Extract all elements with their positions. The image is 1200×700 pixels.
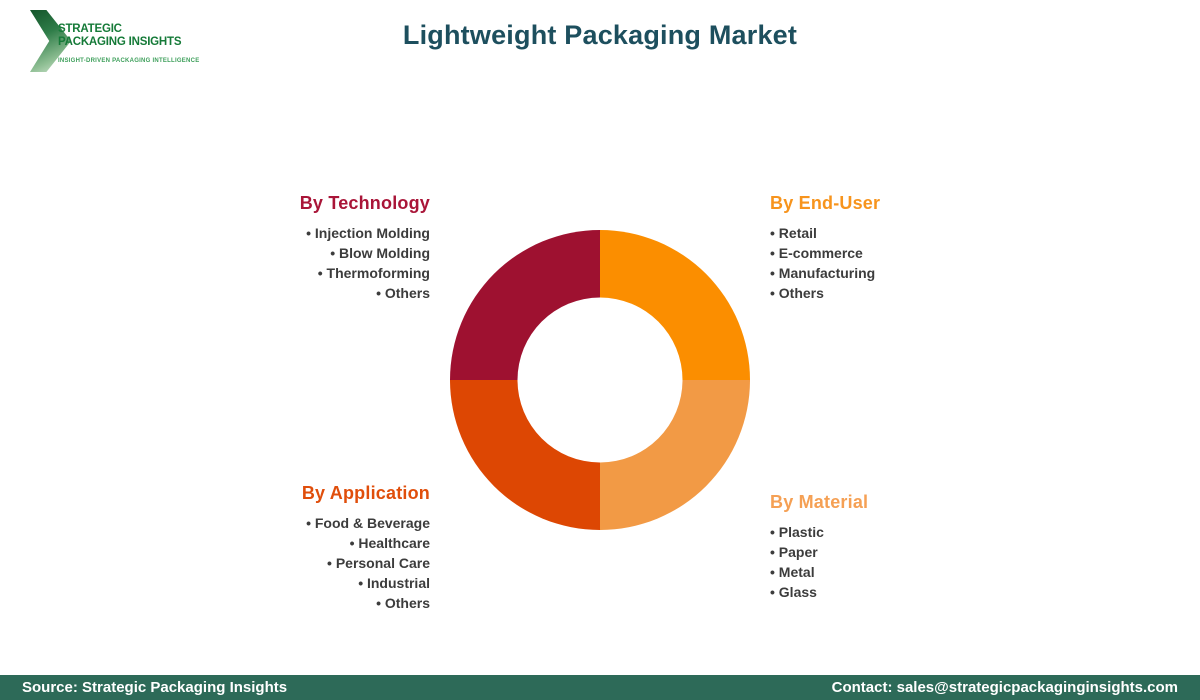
logo-tagline: INSIGHT-DRIVEN PACKAGING INTELLIGENCE bbox=[58, 58, 200, 64]
logo-line-1: STRATEGIC bbox=[58, 23, 122, 35]
section-by-material: By Material PlasticPaperMetalGlass bbox=[770, 492, 990, 602]
section-heading: By Technology bbox=[299, 193, 430, 213]
footer-source: Source: Strategic Packaging Insights bbox=[22, 679, 288, 696]
footer-contact: Contact: sales@strategicpackaginginsight… bbox=[831, 679, 1178, 696]
section-by-application: By Application Food & BeverageHealthcare… bbox=[210, 483, 430, 613]
list-item: Metal bbox=[770, 562, 990, 582]
list-item: Others bbox=[210, 593, 430, 613]
list-item: Retail bbox=[770, 223, 990, 243]
section-by-technology: By Technology Injection MoldingBlow Mold… bbox=[210, 193, 430, 303]
list-item: Healthcare bbox=[210, 533, 430, 553]
logo-line-2: PACKAGING INSIGHTS bbox=[58, 36, 182, 48]
list-item: Glass bbox=[770, 582, 990, 602]
section-list: Food & BeverageHealthcarePersonal CareIn… bbox=[210, 513, 430, 613]
list-item: E-commerce bbox=[770, 243, 990, 263]
list-item: Manufacturing bbox=[770, 263, 990, 283]
list-item: Blow Molding bbox=[210, 243, 430, 263]
section-by-end-user: By End-User RetailE-commerceManufacturin… bbox=[770, 193, 990, 303]
logo-text: STRATEGIC PACKAGING INSIGHTS INSIGHT-DRI… bbox=[58, 23, 228, 64]
list-item: Others bbox=[210, 283, 430, 303]
section-list: PlasticPaperMetalGlass bbox=[770, 522, 990, 602]
list-item: Industrial bbox=[210, 573, 430, 593]
section-heading: By End-User bbox=[770, 193, 881, 213]
list-item: Plastic bbox=[770, 522, 990, 542]
donut-chart bbox=[450, 230, 750, 530]
logo: STRATEGIC PACKAGING INSIGHTS INSIGHT-DRI… bbox=[30, 10, 230, 74]
list-item: Personal Care bbox=[210, 553, 430, 573]
section-heading: By Material bbox=[770, 492, 869, 512]
list-item: Injection Molding bbox=[210, 223, 430, 243]
section-list: RetailE-commerceManufacturingOthers bbox=[770, 223, 990, 303]
donut-hole bbox=[517, 297, 683, 463]
list-item: Paper bbox=[770, 542, 990, 562]
list-item: Others bbox=[770, 283, 990, 303]
footer-bar: Source: Strategic Packaging Insights Con… bbox=[0, 675, 1200, 700]
page-title: Lightweight Packaging Market bbox=[402, 20, 798, 50]
section-heading: By Application bbox=[301, 483, 430, 503]
list-item: Thermoforming bbox=[210, 263, 430, 283]
section-list: Injection MoldingBlow MoldingThermoformi… bbox=[210, 223, 430, 303]
list-item: Food & Beverage bbox=[210, 513, 430, 533]
